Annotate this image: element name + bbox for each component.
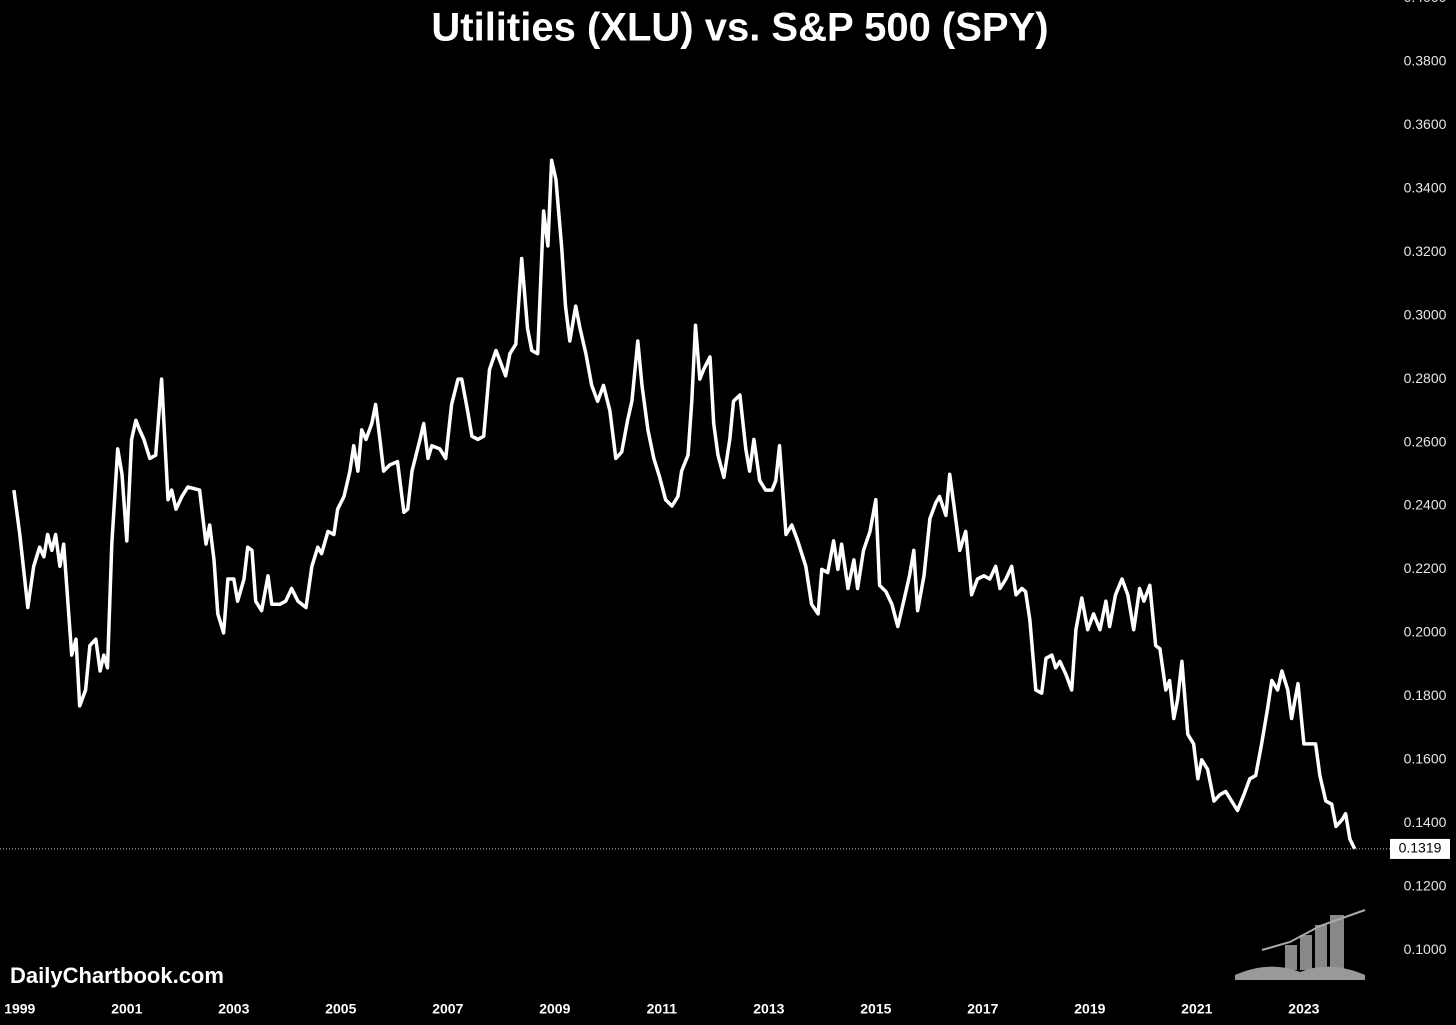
y-tick-label: 0.1200 (1404, 877, 1447, 893)
x-tick-label: 2005 (325, 1001, 356, 1017)
logo (1235, 909, 1366, 980)
last-value-box (1390, 838, 1450, 859)
y-tick-label: 0.1800 (1404, 687, 1447, 703)
x-tick-label: 2007 (432, 1001, 463, 1017)
x-tick-label: 2001 (111, 1001, 142, 1017)
y-tick-label: 0.2600 (1404, 433, 1447, 449)
chart-title: Utilities (XLU) vs. S&P 500 (SPY) (431, 6, 1048, 50)
y-tick-label: 0.3400 (1404, 179, 1447, 195)
x-tick-label: 1999 (4, 1001, 35, 1017)
y-tick-label: 0.2400 (1404, 497, 1447, 513)
x-tick-label: 2011 (647, 1001, 678, 1017)
y-tick-label: 0.2800 (1404, 370, 1447, 386)
x-tick-label: 2009 (539, 1001, 570, 1017)
y-tick-label: 0.2000 (1404, 624, 1447, 640)
y-tick-label: 0.1400 (1404, 814, 1447, 830)
x-tick-label: 2023 (1288, 1001, 1319, 1017)
x-tick-label: 2021 (1181, 1001, 1212, 1017)
y-tick-label: 0.3200 (1404, 243, 1447, 259)
y-tick-label: 0.1000 (1404, 941, 1447, 957)
x-tick-label: 2017 (967, 1001, 998, 1017)
last-value-label: 0.1319 (1399, 840, 1442, 856)
watermark: DailyChartbook.com (10, 963, 224, 988)
y-tick-label: 0.3000 (1404, 306, 1447, 322)
y-tick-label: 0.3600 (1404, 116, 1447, 132)
x-tick-label: 2015 (860, 1001, 891, 1017)
x-tick-label: 2003 (218, 1001, 249, 1017)
y-tick-label: 0.3800 (1404, 53, 1447, 69)
line-series (12, 158, 1357, 850)
y-tick-label: 0.2200 (1404, 560, 1447, 576)
y-tick-label: 0.1600 (1404, 750, 1447, 766)
x-tick-label: 2013 (753, 1001, 784, 1017)
x-tick-label: 2019 (1074, 1001, 1105, 1017)
